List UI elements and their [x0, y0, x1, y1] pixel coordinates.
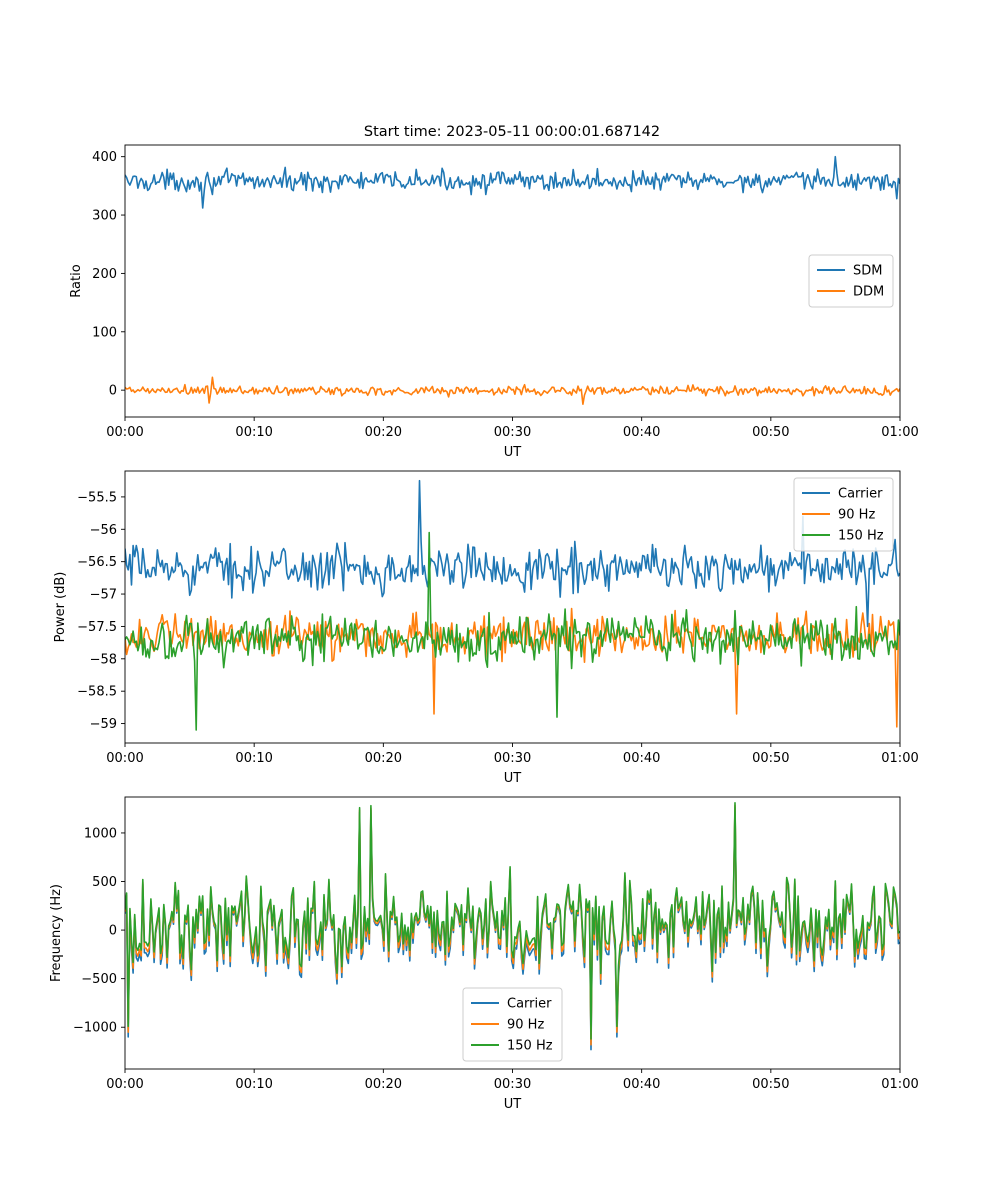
x-tick-label: 00:10 [235, 425, 272, 440]
y-tick-label: −58 [90, 652, 117, 667]
y-tick-label: 500 [92, 875, 117, 890]
series-line-150-hz [125, 531, 900, 731]
legend-label: 90 Hz [838, 508, 875, 523]
series-line-sdm [125, 155, 900, 209]
x-tick-label: 00:20 [365, 425, 402, 440]
y-tick-label: 0 [109, 924, 117, 939]
y-tick-label: 300 [92, 209, 117, 224]
figure-title: Start time: 2023-05-11 00:00:01.687142 [364, 124, 660, 140]
legend: SDM DDM [808, 254, 894, 308]
x-tick-label: 00:00 [106, 751, 143, 766]
legend-label: 150 Hz [838, 529, 884, 544]
legend-box [793, 477, 894, 552]
y-axis-label: Frequency (Hz) [49, 884, 64, 982]
x-tick-label: 00:50 [752, 751, 789, 766]
x-tick-label: 00:30 [494, 1077, 531, 1092]
x-tick-label: 00:50 [752, 425, 789, 440]
y-tick-label: −58.5 [77, 685, 117, 700]
y-tick-label: −57.5 [77, 620, 117, 635]
axes-frame [124, 144, 901, 418]
y-axis-label: Power (dB) [53, 572, 68, 643]
y-tick-label: −59 [90, 717, 117, 732]
x-tick-label: 00:20 [365, 1077, 402, 1092]
legend-label: Carrier [838, 487, 883, 502]
legend-label: SDM [853, 264, 882, 279]
y-tick-label: −55.5 [77, 490, 117, 505]
y-tick-label: 1000 [84, 826, 117, 841]
x-tick-label: 00:00 [106, 1077, 143, 1092]
y-tick-label: 0 [109, 384, 117, 399]
series-line-150-hz [125, 802, 900, 1040]
legend: Carrier 90 Hz 150 Hz [462, 987, 563, 1062]
x-tick-label: 00:30 [494, 751, 531, 766]
y-axis-label: Ratio [69, 264, 84, 297]
legend-label: 150 Hz [507, 1039, 553, 1054]
axes-1: 00:00 00:10 00:20 00:30 00:40 00:50 01:00 0 100 2… [69, 144, 919, 460]
x-tick-label: 00:30 [494, 425, 531, 440]
axes-root: 00:00 00:10 00:20 00:30 00:40 00:50 01:00 0 100 2… [49, 144, 919, 1112]
x-tick-label: 00:40 [623, 751, 660, 766]
legend-box [808, 254, 894, 308]
legend: Carrier 90 Hz 150 Hz [793, 477, 894, 552]
y-tick-label: −56 [90, 523, 117, 538]
legend-label: Carrier [507, 997, 552, 1012]
y-tick-label: −56.5 [77, 555, 117, 570]
y-tick-label: −1000 [73, 1021, 117, 1036]
legend-box [462, 987, 563, 1062]
legend-label: DDM [853, 285, 884, 300]
y-tick-label: 100 [92, 325, 117, 340]
x-axis-label: UT [504, 771, 522, 786]
axes-3: 00:00 00:10 00:20 00:30 00:40 00:50 01:00 −1000… [49, 796, 919, 1112]
y-tick-label: −57 [90, 588, 117, 603]
legend-label: 90 Hz [507, 1018, 544, 1033]
x-axis-label: UT [504, 1097, 522, 1112]
y-tick-label: 400 [92, 150, 117, 165]
y-tick-label: 200 [92, 267, 117, 282]
axes-frame [124, 470, 901, 744]
x-tick-label: 00:10 [235, 1077, 272, 1092]
x-tick-label: 00:50 [752, 1077, 789, 1092]
x-tick-label: 00:00 [106, 425, 143, 440]
x-axis-label: UT [504, 445, 522, 460]
axes-2: 00:00 00:10 00:20 00:30 00:40 00:50 01:00 −59 −5… [53, 470, 919, 786]
x-tick-label: 00:40 [623, 425, 660, 440]
series-line-ddm [125, 376, 900, 405]
x-tick-label: 00:40 [623, 1077, 660, 1092]
x-tick-label: 00:10 [235, 751, 272, 766]
x-tick-label: 01:00 [881, 1077, 918, 1092]
series-line-carrier [125, 479, 900, 628]
y-tick-label: −500 [81, 972, 117, 987]
x-tick-label: 01:00 [881, 751, 918, 766]
x-tick-label: 00:20 [365, 751, 402, 766]
x-tick-label: 01:00 [881, 425, 918, 440]
